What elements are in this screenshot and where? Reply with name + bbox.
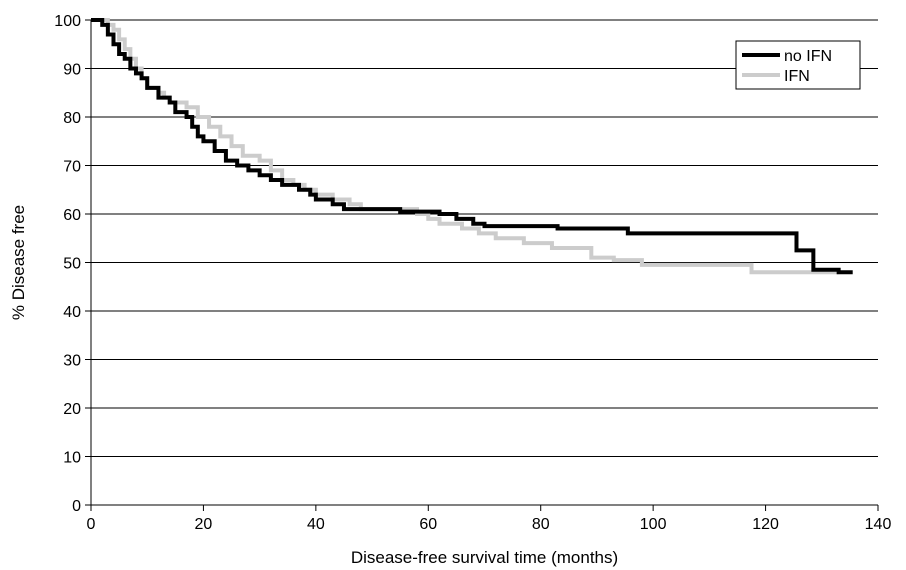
y-tick-label-50: 50 <box>63 256 81 273</box>
y-tick-label-90: 90 <box>63 62 81 79</box>
legend-box <box>735 40 861 90</box>
x-tick-label-100: 100 <box>640 516 667 533</box>
x-tick-label-40: 40 <box>307 516 325 533</box>
x-tick-label-0: 0 <box>87 516 96 533</box>
x-tick-label-80: 80 <box>532 516 550 533</box>
y-tick-label-100: 100 <box>54 13 81 30</box>
series-lines <box>91 18 853 275</box>
gridlines <box>91 19 878 457</box>
y-tick-label-20: 20 <box>63 401 81 418</box>
y-tick-label-60: 60 <box>63 207 81 224</box>
y-tick-label-30: 30 <box>63 353 81 370</box>
y-tick-labels: 0 10 20 30 40 50 60 70 80 90 100 <box>54 13 81 515</box>
legend-label-ifn: IFN <box>784 68 810 85</box>
axes <box>85 19 879 511</box>
y-tick-label-0: 0 <box>72 498 81 515</box>
x-axis-title: Disease-free survival time (months) <box>351 548 618 567</box>
y-tick-label-40: 40 <box>63 304 81 321</box>
series-line-ifn <box>91 18 839 275</box>
x-tick-labels: 0 20 40 60 80 100 120 140 <box>87 516 892 533</box>
y-tick-label-10: 10 <box>63 450 81 467</box>
legend: no IFN IFN <box>735 40 861 90</box>
x-tick-label-20: 20 <box>195 516 213 533</box>
y-tick-label-70: 70 <box>63 159 81 176</box>
y-axis-title: % Disease free <box>9 205 28 320</box>
x-tick-label-120: 120 <box>752 516 779 533</box>
x-tick-label-140: 140 <box>865 516 892 533</box>
x-tick-label-60: 60 <box>419 516 437 533</box>
y-tick-label-80: 80 <box>63 110 81 127</box>
series-line-no-ifn <box>91 18 853 275</box>
legend-label-no-ifn: no IFN <box>784 48 832 65</box>
